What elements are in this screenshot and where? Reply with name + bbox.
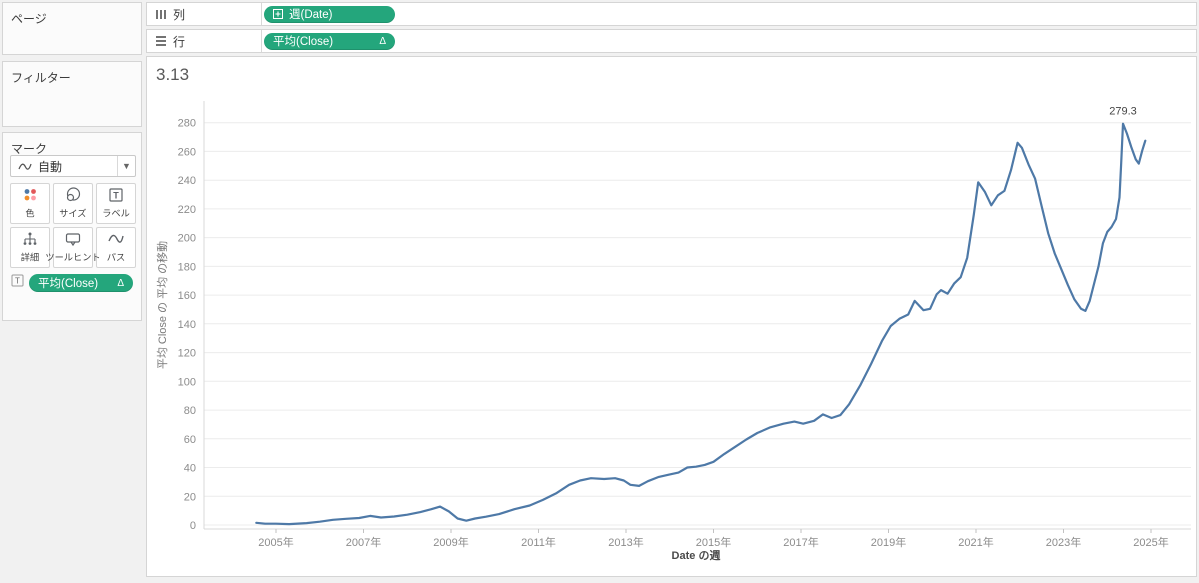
y-tick-label: 240 bbox=[178, 175, 196, 187]
y-tick-label: 40 bbox=[184, 463, 196, 475]
rows-shelf-label: 行 bbox=[147, 30, 262, 52]
y-tick-label: 220 bbox=[178, 204, 196, 216]
x-tick-label: 2011年 bbox=[521, 535, 556, 549]
mark-button-size[interactable]: サイズ bbox=[53, 183, 93, 224]
x-tick-label: 2017年 bbox=[783, 535, 818, 549]
chevron-down-icon[interactable]: ▼ bbox=[117, 156, 135, 176]
y-tick-label: 100 bbox=[178, 376, 196, 388]
columns-shelf-label: 列 bbox=[147, 3, 262, 25]
mark-button-path[interactable]: パス bbox=[96, 227, 136, 268]
rows-pill-label: 平均(Close) bbox=[273, 36, 334, 48]
rows-shelf[interactable]: 行 平均(Close) Δ bbox=[146, 29, 1197, 53]
worksheet-view[interactable]: 3.13 平均 Close の 平均 の移動 Date の週 0 20 40 60 80… bbox=[146, 56, 1197, 577]
y-tick-label: 0 bbox=[190, 520, 196, 532]
y-tick-label: 160 bbox=[178, 290, 196, 302]
columns-shelf[interactable]: 列 週(Date) bbox=[146, 2, 1197, 26]
text-label-icon: T bbox=[11, 274, 24, 292]
filters-shelf[interactable]: フィルター bbox=[2, 61, 142, 127]
path-icon bbox=[107, 228, 125, 249]
delta-badge: Δ bbox=[379, 35, 386, 47]
marks-buttons: 色サイズ T ラベル詳細 ツールヒント パス bbox=[10, 183, 136, 268]
y-tick-label: 200 bbox=[178, 233, 196, 245]
y-tick-label: 140 bbox=[178, 319, 196, 331]
rows-pill-avg-close[interactable]: 平均(Close) Δ bbox=[264, 32, 395, 50]
x-axis-title: Date の週 bbox=[671, 550, 721, 562]
mark-button-tooltip[interactable]: ツールヒント bbox=[45, 227, 101, 268]
tooltip-icon bbox=[64, 228, 82, 249]
marks-measure-pill[interactable]: 平均(Close) Δ bbox=[29, 274, 133, 292]
marks-card-title: マーク bbox=[11, 142, 48, 156]
marks-card: マーク 自動 ▼ 色サイズ T ラベル詳細 ツールヒント パス T 平均(Close) … bbox=[2, 132, 142, 321]
color-icon bbox=[21, 184, 39, 205]
x-tick-label: 2005年 bbox=[258, 535, 293, 549]
peak-value-annotation: 279.3 bbox=[1109, 106, 1137, 118]
delta-badge: Δ bbox=[117, 277, 124, 289]
marks-pill-label: 平均(Close) bbox=[38, 278, 99, 290]
line-mark-icon bbox=[18, 161, 32, 171]
detail-icon bbox=[21, 228, 39, 249]
worksheet-corner-value: 3.13 bbox=[156, 65, 190, 84]
rows-icon bbox=[156, 36, 166, 46]
columns-pill-week-date[interactable]: 週(Date) bbox=[264, 5, 395, 23]
mark-button-color[interactable]: 色 bbox=[10, 183, 50, 224]
x-tick-label: 2013年 bbox=[608, 535, 643, 549]
y-tick-label: 20 bbox=[184, 491, 196, 503]
x-tick-label: 2007年 bbox=[346, 535, 381, 549]
pages-shelf-label: ページ bbox=[11, 12, 47, 26]
y-tick-label: 280 bbox=[178, 118, 196, 130]
pages-shelf[interactable]: ページ bbox=[2, 2, 142, 55]
columns-icon bbox=[156, 9, 166, 19]
x-tick-label: 2015年 bbox=[696, 535, 731, 549]
x-tick-label: 2019年 bbox=[871, 535, 906, 549]
svg-text:T: T bbox=[15, 277, 20, 286]
columns-pill-label: 週(Date) bbox=[289, 9, 333, 21]
x-tick-label: 2025年 bbox=[1133, 535, 1168, 549]
x-tick-label: 2023年 bbox=[1046, 535, 1081, 549]
x-tick-label: 2021年 bbox=[958, 535, 993, 549]
y-tick-label: 260 bbox=[178, 146, 196, 158]
y-tick-label: 180 bbox=[178, 261, 196, 273]
x-tick-label: 2009年 bbox=[433, 535, 468, 549]
mark-button-detail[interactable]: 詳細 bbox=[10, 227, 50, 268]
filters-shelf-label: フィルター bbox=[11, 71, 71, 85]
mark-type-value: 自動 bbox=[38, 159, 63, 174]
mark-button-label[interactable]: T ラベル bbox=[96, 183, 136, 224]
line-chart-plot[interactable]: 0 20 40 60 80 100 120 140 160 180 200 220 240 260 280 2… bbox=[147, 57, 1196, 576]
y-tick-label: 60 bbox=[184, 434, 196, 446]
y-tick-label: 120 bbox=[178, 348, 196, 360]
avg-close-line-series[interactable] bbox=[255, 122, 1147, 526]
svg-text:T: T bbox=[113, 190, 119, 200]
y-tick-label: 80 bbox=[184, 405, 196, 417]
mark-type-dropdown[interactable]: 自動 ▼ bbox=[10, 155, 136, 177]
expand-plus-icon[interactable] bbox=[273, 9, 283, 19]
label-icon: T bbox=[107, 184, 125, 205]
size-icon bbox=[64, 184, 82, 205]
